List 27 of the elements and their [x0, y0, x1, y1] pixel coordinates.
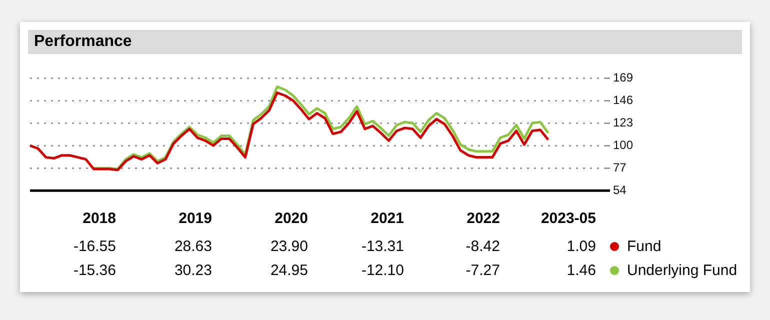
legend-label: Fund: [626, 238, 662, 255]
y-tick-label: 100: [612, 138, 634, 152]
text: 2023-05: [540, 210, 596, 227]
text: -15.36: [72, 262, 116, 279]
text: 2020: [274, 210, 308, 227]
text: -7.27: [464, 262, 500, 279]
text: 28.63: [173, 238, 212, 255]
text: 1.46: [566, 262, 596, 279]
text: -16.55: [72, 238, 116, 255]
y-tick-label: 146: [612, 92, 634, 107]
text: 2022: [466, 210, 500, 227]
chart-title: Performance: [28, 30, 742, 54]
text: -12.10: [360, 262, 404, 279]
y-tick-label: 54: [612, 182, 627, 197]
text: -13.31: [360, 238, 404, 255]
y-tick-label: 77: [612, 160, 627, 174]
text: 30.23: [173, 262, 212, 279]
text: 24.95: [269, 262, 308, 279]
text: 2018: [82, 210, 116, 227]
text: 2021: [370, 210, 404, 227]
text: 23.90: [269, 238, 308, 255]
text: 2019: [178, 210, 212, 227]
y-tick-label: 169: [612, 70, 634, 84]
text: 1.09: [566, 238, 596, 255]
y-tick-label: 123: [612, 115, 634, 130]
text: -8.42: [464, 238, 500, 255]
legend-label: Underlying Fund: [626, 262, 738, 279]
